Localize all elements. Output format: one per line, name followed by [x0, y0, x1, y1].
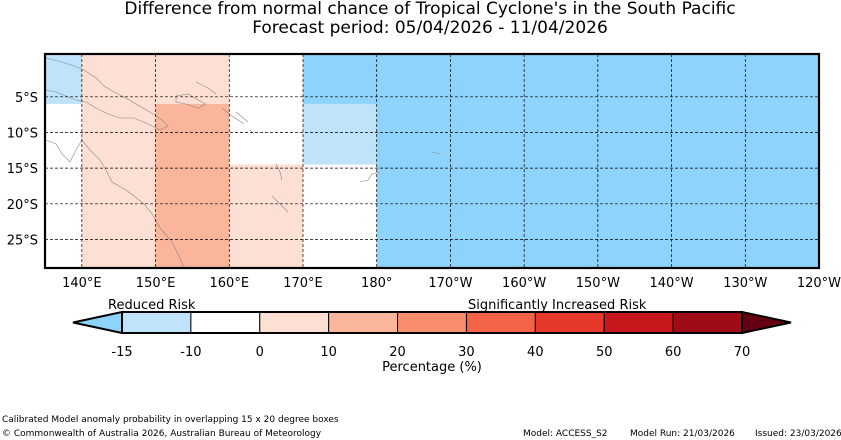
longitude-label: 170°W: [428, 276, 472, 291]
longitude-label: 140°E: [62, 276, 102, 291]
reduced-risk-label: Reduced Risk: [108, 298, 196, 313]
latitude-label: 20°S: [7, 198, 38, 213]
longitude-label: 180°: [361, 276, 392, 291]
colorbar-tick-label: 50: [596, 345, 613, 360]
longitude-label: 150°W: [576, 276, 620, 291]
coastline-new-guinea: [45, 57, 169, 131]
colorbar-bin: [465, 311, 536, 334]
coastline-queensland: [45, 139, 185, 269]
copyright: © Commonwealth of Australia 2026, Austra…: [2, 429, 322, 439]
colorbar-bin: [672, 311, 743, 334]
model-run: Model Run: 21/03/2026: [630, 429, 735, 439]
anomaly-cell: [155, 54, 230, 104]
latitude-label: 5°S: [15, 91, 38, 106]
colorbar-tick-label: 70: [734, 345, 751, 360]
colorbar-axis-label: Percentage (%): [382, 360, 482, 375]
colorbar-bin: [190, 311, 261, 334]
map-title: Difference from normal chance of Tropica…: [124, 0, 736, 19]
increased-risk-label: Significantly Increased Risk: [468, 298, 647, 313]
colorbar-tick-label: 20: [389, 345, 406, 360]
anomaly-cell: [155, 103, 230, 268]
forecast-period: Forecast period: 05/04/2026 - 11/04/2026: [252, 18, 608, 38]
colorbar-tick-label: -15: [111, 345, 132, 360]
longitude-label: 140°W: [649, 276, 693, 291]
colorbar-tick-label: 40: [527, 345, 544, 360]
longitude-label: 130°W: [723, 276, 767, 291]
coastline-vanuatu: [275, 163, 283, 181]
longitude-label: 160°W: [502, 276, 546, 291]
colorbar-bin: [121, 311, 192, 334]
colorbar-bin: [603, 311, 674, 334]
colorbar-bin: [328, 311, 399, 334]
colorbar-low-extension: [72, 310, 123, 335]
longitude-label: 160°E: [210, 276, 250, 291]
issued-date: Issued: 23/03/2026: [755, 429, 841, 439]
anomaly-cell: [229, 164, 303, 268]
colorbar-bin: [259, 311, 330, 334]
colorbar-bin: [534, 311, 605, 334]
colorbar-tick-label: 60: [665, 345, 682, 360]
latitude-label: 15°S: [7, 162, 38, 177]
coastline-new-ireland: [195, 81, 217, 95]
colorbar-high-extension: [741, 310, 792, 335]
anomaly-cell: [303, 54, 819, 104]
longitude-label: 150°E: [136, 276, 176, 291]
coastline-samoa: [431, 151, 441, 155]
colorbar-outline: [121, 311, 743, 334]
colorbar-tick-label: 0: [256, 345, 264, 360]
latitude-label: 25°S: [7, 233, 38, 248]
colorbar-tick-label: 30: [458, 345, 475, 360]
anomaly-cell: [45, 54, 82, 104]
longitude-label: 170°E: [283, 276, 323, 291]
colorbar-tick-label: -10: [180, 345, 201, 360]
anomaly-cell: [303, 103, 377, 165]
coastline-solomon-islands: [221, 107, 255, 135]
model-name: Model: ACCESS_S2: [523, 429, 608, 439]
coastline-new-britain: [175, 93, 207, 109]
anomaly-cell: [81, 54, 156, 268]
colorbar-tick-label: 10: [320, 345, 337, 360]
map-frame: [43, 52, 821, 270]
colorbar-bin: [397, 311, 467, 334]
coastline-fiji: [359, 171, 381, 183]
longitude-label: 120°W: [797, 276, 841, 291]
method-note: Calibrated Model anomaly probability in …: [2, 415, 339, 425]
latitude-label: 10°S: [7, 126, 38, 141]
